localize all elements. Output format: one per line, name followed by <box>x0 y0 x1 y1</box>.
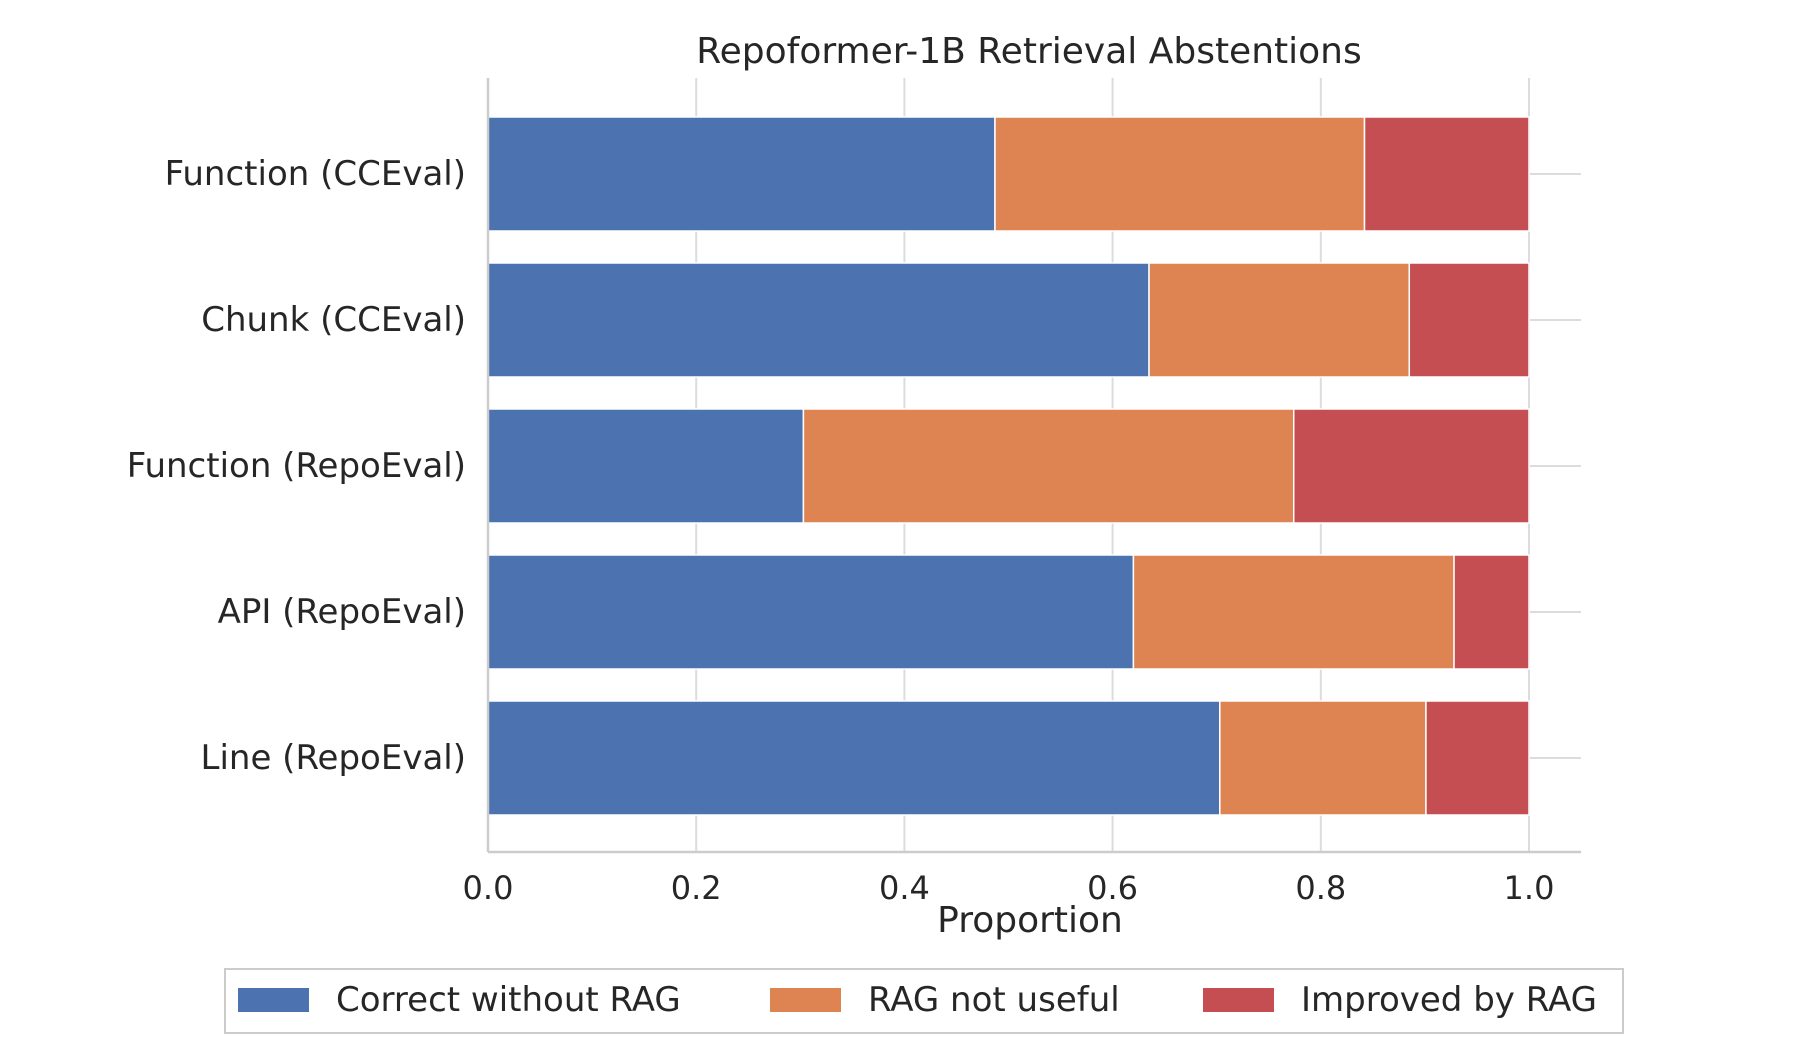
legend: Correct without RAG RAG not useful Improve… <box>224 968 1624 1034</box>
category-label: Function (RepoEval) <box>127 446 466 486</box>
bar-segment <box>1425 700 1530 816</box>
legend-box <box>224 968 1624 1034</box>
bar-segment <box>487 700 1221 816</box>
axes <box>486 78 1582 854</box>
category-label: Chunk (CCEval) <box>201 300 466 340</box>
bar-segment <box>487 408 805 524</box>
bar-segment <box>1453 554 1530 670</box>
bar-segment <box>1148 262 1411 378</box>
legend-swatch <box>1203 988 1274 1012</box>
x-tick-label: 0.6 <box>1087 869 1138 907</box>
x-tick-label: 0.0 <box>463 869 514 907</box>
bar-segment <box>487 262 1150 378</box>
x-axis-label: Proportion <box>937 900 1123 941</box>
category-label: Line (RepoEval) <box>201 738 466 778</box>
bars <box>487 116 1530 816</box>
x-tick-label: 1.0 <box>1504 869 1555 907</box>
x-tick-label: 0.8 <box>1295 869 1346 907</box>
legend-label: Correct without RAG <box>336 980 681 1020</box>
chart-title: Repoformer-1B Retrieval Abstentions <box>696 31 1362 72</box>
x-tick-labels: 0.0 0.2 0.4 0.6 0.8 1.0 <box>463 869 1555 907</box>
x-tick-label: 0.2 <box>671 869 722 907</box>
bar-segment <box>487 116 996 232</box>
bar-segment <box>802 408 1295 524</box>
legend-label: RAG not useful <box>868 980 1120 1020</box>
x-tick-label: 0.4 <box>879 869 930 907</box>
legend-swatch <box>238 988 309 1012</box>
legend-label: Improved by RAG <box>1301 980 1597 1020</box>
bar-segment <box>1292 408 1530 524</box>
category-label: API (RepoEval) <box>218 592 466 632</box>
bar-segment <box>487 554 1135 670</box>
legend-swatch <box>770 988 841 1012</box>
bar-segment <box>994 116 1366 232</box>
category-labels: Function (CCEval) Chunk (CCEval) Function … <box>127 154 466 778</box>
bar-segment <box>1408 262 1530 378</box>
bar-segment <box>1363 116 1530 232</box>
bar-segment <box>1132 554 1455 670</box>
bar-segment <box>1219 700 1427 816</box>
category-label: Function (CCEval) <box>165 154 466 194</box>
